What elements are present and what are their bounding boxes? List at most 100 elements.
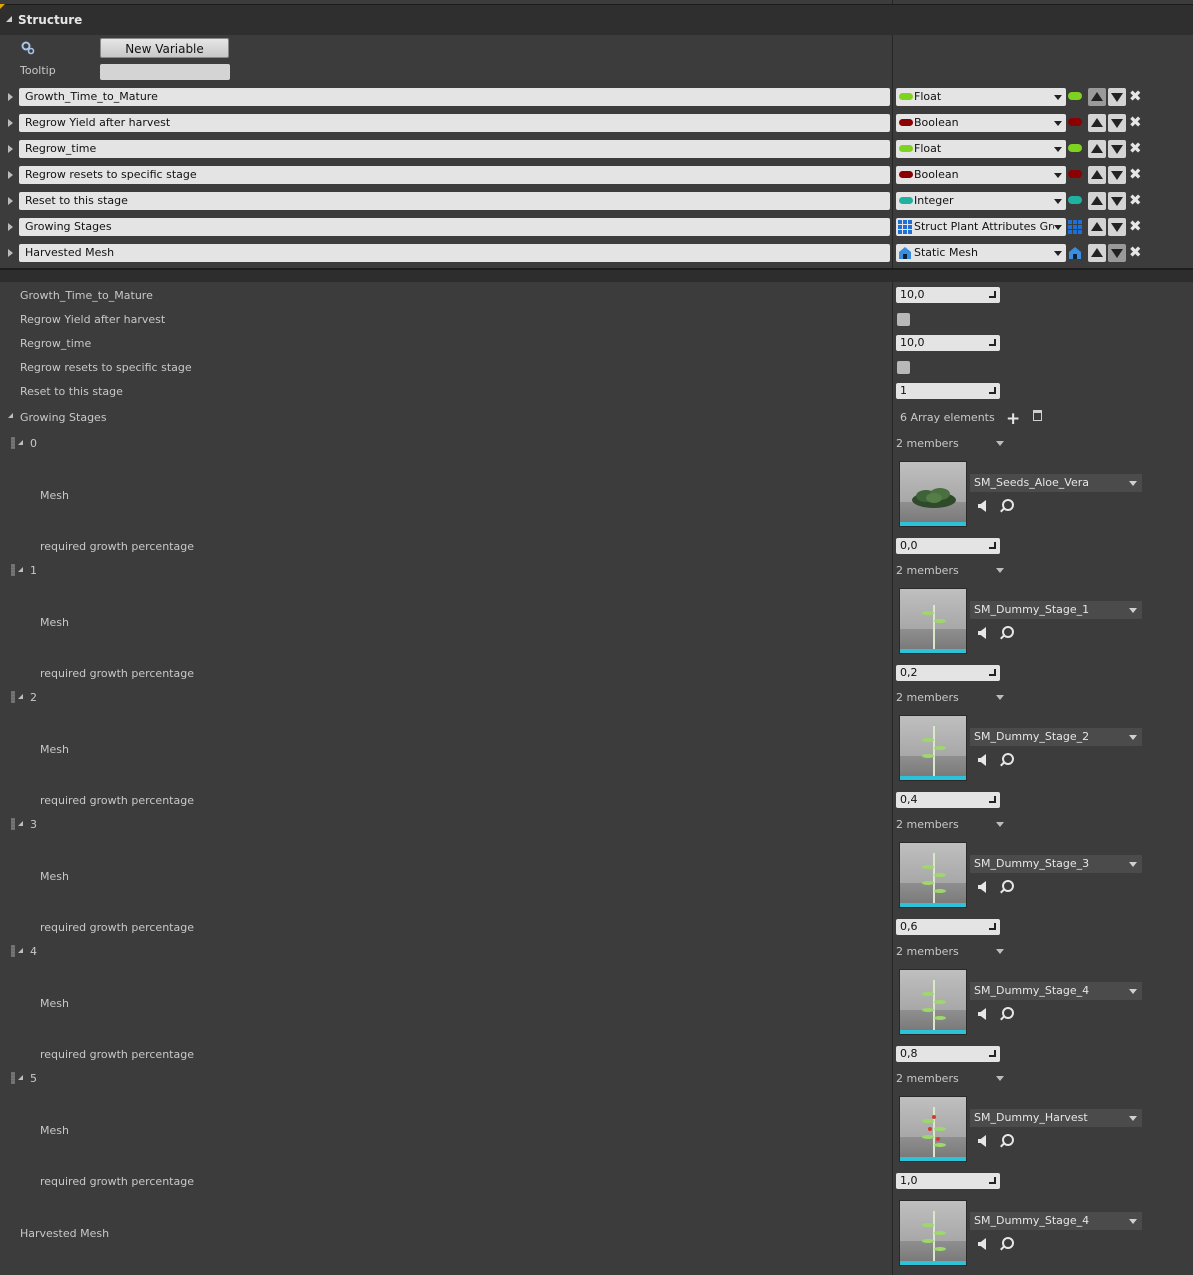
chevron-down-icon[interactable] [996,568,1004,573]
mesh-thumbnail[interactable] [899,588,967,654]
variable-type-dropdown[interactable]: Float [896,140,1066,158]
expand-arrow-icon[interactable] [8,197,13,205]
gear-icon[interactable] [20,40,36,56]
mesh-thumbnail[interactable] [899,461,967,527]
required-growth-input[interactable]: 0,8 [896,1046,1000,1062]
drag-grip-icon[interactable] [11,437,15,449]
container-type-pill-icon[interactable] [1068,144,1082,152]
variable-name-field[interactable]: Reset to this stage [19,192,890,210]
required-growth-input[interactable]: 1,0 [896,1173,1000,1189]
container-type-pill-icon[interactable] [1068,92,1082,100]
move-up-button[interactable] [1088,88,1106,106]
move-up-button[interactable] [1088,218,1106,236]
variable-type-dropdown[interactable]: Integer [896,192,1066,210]
required-growth-input[interactable]: 0,0 [896,538,1000,554]
mesh-thumbnail[interactable] [899,1096,967,1162]
chevron-down-icon[interactable] [996,695,1004,700]
container-struct-icon[interactable] [1068,220,1082,234]
move-down-button[interactable] [1108,244,1126,262]
remove-variable-icon[interactable]: ✖ [1129,113,1142,131]
expand-arrow-icon[interactable] [8,171,13,179]
mesh-asset-dropdown[interactable]: SM_Dummy_Stage_1 [970,601,1142,619]
use-selected-arrow-icon[interactable] [978,500,986,512]
variable-row[interactable]: Regrow Yield after harvest Boolean ✖ [0,113,1193,134]
browse-search-icon[interactable] [1002,1007,1014,1019]
container-mesh-icon[interactable] [1068,246,1082,260]
drag-grip-icon[interactable] [11,691,15,703]
move-up-button[interactable] [1088,192,1106,210]
container-type-pill-icon[interactable] [1068,196,1082,204]
move-down-button[interactable] [1108,114,1126,132]
variable-name-field[interactable]: Growing Stages [19,218,890,236]
remove-variable-icon[interactable]: ✖ [1129,243,1142,261]
variable-row[interactable]: Regrow_time Float ✖ [0,139,1193,160]
move-up-button[interactable] [1088,244,1106,262]
mesh-asset-dropdown[interactable]: SM_Seeds_Aloe_Vera [970,474,1142,492]
remove-variable-icon[interactable]: ✖ [1129,87,1142,105]
chevron-down-icon[interactable] [996,441,1004,446]
variable-row[interactable]: Harvested Mesh Static Mesh ✖ [0,243,1193,264]
use-selected-arrow-icon[interactable] [978,1135,986,1147]
drag-grip-icon[interactable] [11,818,15,830]
expand-element-icon[interactable] [18,567,23,572]
drag-grip-icon[interactable] [11,1072,15,1084]
regrow-time-input[interactable]: 10,0 [896,335,1000,351]
mesh-asset-dropdown[interactable]: SM_Dummy_Harvest [970,1109,1142,1127]
chevron-down-icon[interactable] [996,822,1004,827]
variable-row[interactable]: Growing Stages Struct Plant Attributes G… [0,217,1193,238]
remove-variable-icon[interactable]: ✖ [1129,191,1142,209]
move-up-button[interactable] [1088,140,1106,158]
variable-row[interactable]: Regrow resets to specific stage Boolean … [0,165,1193,186]
variable-type-dropdown[interactable]: Struct Plant Attributes Growing Stages [896,218,1066,236]
regrow-yield-checkbox[interactable] [897,313,910,326]
expand-element-icon[interactable] [18,948,23,953]
add-element-icon[interactable]: + [1006,409,1021,429]
container-type-pill-icon[interactable] [1068,170,1082,178]
new-variable-button[interactable]: New Variable [100,38,229,58]
variable-row[interactable]: Reset to this stage Integer ✖ [0,191,1193,212]
use-selected-arrow-icon[interactable] [978,627,986,639]
mesh-asset-dropdown[interactable]: SM_Dummy_Stage_2 [970,728,1142,746]
move-down-button[interactable] [1108,140,1126,158]
mesh-thumbnail[interactable] [899,969,967,1035]
expand-growing-stages-icon[interactable] [8,413,13,418]
move-down-button[interactable] [1108,166,1126,184]
browse-search-icon[interactable] [1002,1134,1014,1146]
variable-type-dropdown[interactable]: Boolean [896,114,1066,132]
move-down-button[interactable] [1108,88,1126,106]
mesh-thumbnail[interactable] [899,842,967,908]
move-down-button[interactable] [1108,218,1126,236]
reset-stage-input[interactable]: 1 [896,383,1000,399]
expand-element-icon[interactable] [18,821,23,826]
expand-arrow-icon[interactable] [8,223,13,231]
variable-name-field[interactable]: Harvested Mesh [19,244,890,262]
expand-element-icon[interactable] [18,1075,23,1080]
expand-arrow-icon[interactable] [8,119,13,127]
remove-variable-icon[interactable]: ✖ [1129,217,1142,235]
move-down-button[interactable] [1108,192,1126,210]
variable-row[interactable]: Growth_Time_to_Mature Float ✖ [0,87,1193,108]
variable-name-field[interactable]: Regrow_time [19,140,890,158]
mesh-asset-dropdown[interactable]: SM_Dummy_Stage_4 [970,982,1142,1000]
variable-type-dropdown[interactable]: Static Mesh [896,244,1066,262]
browse-search-icon[interactable] [1002,1237,1014,1249]
remove-variable-icon[interactable]: ✖ [1129,139,1142,157]
required-growth-input[interactable]: 0,6 [896,919,1000,935]
move-up-button[interactable] [1088,114,1106,132]
chevron-down-icon[interactable] [996,949,1004,954]
use-selected-arrow-icon[interactable] [978,754,986,766]
expand-arrow-icon[interactable] [8,93,13,101]
expand-element-icon[interactable] [18,694,23,699]
required-growth-input[interactable]: 0,4 [896,792,1000,808]
browse-search-icon[interactable] [1002,499,1014,511]
variable-name-field[interactable]: Growth_Time_to_Mature [19,88,890,106]
container-type-pill-icon[interactable] [1068,118,1082,126]
variable-type-dropdown[interactable]: Boolean [896,166,1066,184]
growth-time-input[interactable]: 10,0 [896,287,1000,303]
variable-name-field[interactable]: Regrow Yield after harvest [19,114,890,132]
regrow-resets-checkbox[interactable] [897,361,910,374]
drag-grip-icon[interactable] [11,564,15,576]
expand-arrow-icon[interactable] [8,145,13,153]
variable-name-field[interactable]: Regrow resets to specific stage [19,166,890,184]
required-growth-input[interactable]: 0,2 [896,665,1000,681]
